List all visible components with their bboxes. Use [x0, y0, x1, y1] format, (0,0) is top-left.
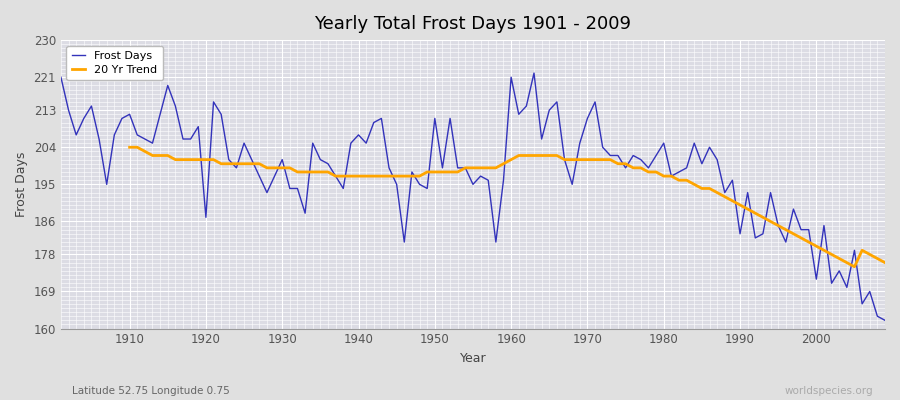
Frost Days [498, 178, 508, 183]
Frost Days [528, 71, 539, 76]
X-axis label: Year: Year [460, 352, 486, 365]
Frost Days [330, 174, 341, 178]
Frost Days [284, 186, 295, 191]
20 Yr Trend [879, 260, 890, 265]
Frost Days [117, 116, 128, 121]
20 Yr Trend [269, 166, 280, 170]
20 Yr Trend [300, 170, 310, 174]
Frost Days [506, 75, 517, 80]
Text: Latitude 52.75 Longitude 0.75: Latitude 52.75 Longitude 0.75 [72, 386, 230, 396]
20 Yr Trend [849, 264, 859, 269]
20 Yr Trend [819, 248, 830, 253]
20 Yr Trend [574, 157, 585, 162]
Frost Days [56, 75, 67, 80]
Text: worldspecies.org: worldspecies.org [785, 386, 873, 396]
Line: Frost Days: Frost Days [61, 73, 885, 320]
Legend: Frost Days, 20 Yr Trend: Frost Days, 20 Yr Trend [67, 46, 163, 80]
Frost Days [605, 153, 616, 158]
20 Yr Trend [124, 145, 135, 150]
Title: Yearly Total Frost Days 1901 - 2009: Yearly Total Frost Days 1901 - 2009 [314, 15, 632, 33]
Frost Days [879, 318, 890, 323]
Line: 20 Yr Trend: 20 Yr Trend [130, 147, 885, 267]
20 Yr Trend [513, 153, 524, 158]
20 Yr Trend [842, 260, 852, 265]
Y-axis label: Frost Days: Frost Days [15, 152, 28, 217]
